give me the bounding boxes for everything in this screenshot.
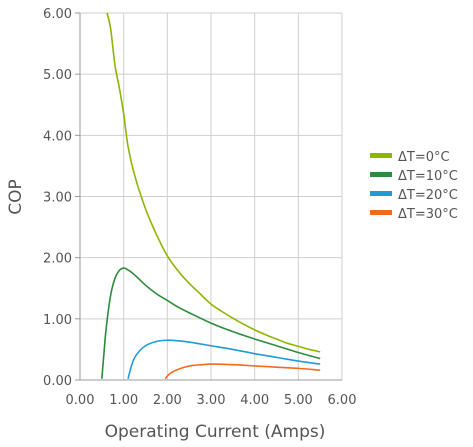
y-tick-label: 0.00 xyxy=(43,374,72,389)
series-line-3 xyxy=(164,363,321,380)
series-line-1 xyxy=(101,267,321,379)
series-line-0 xyxy=(106,12,321,353)
x-axis-title: Operating Current (Amps) xyxy=(105,422,326,442)
y-tick-label: 5.00 xyxy=(43,68,72,83)
grid xyxy=(75,12,343,381)
legend-label-0: ΔT=0°C xyxy=(398,150,450,165)
tick-labels: 0.00 1.00 2.00 3.00 4.00 5.00 6.00 0.00 1.00 2.00… xyxy=(43,7,356,408)
legend-label-2: ΔT=20°C xyxy=(398,188,458,203)
x-tick-label: 0.00 xyxy=(66,393,95,408)
y-tick-label: 3.00 xyxy=(43,191,72,206)
y-tick-label: 6.00 xyxy=(43,7,72,22)
x-tick-label: 1.00 xyxy=(109,393,138,408)
legend: ΔT=0°C ΔT=10°C ΔT=20°C ΔT=30°C xyxy=(370,150,458,222)
series-line-2 xyxy=(127,339,321,379)
legend-label-1: ΔT=10°C xyxy=(398,169,458,184)
x-tick-label: 3.00 xyxy=(197,393,226,408)
legend-swatch-0 xyxy=(370,153,392,158)
x-tick-label: 4.00 xyxy=(240,393,269,408)
x-tick-label: 6.00 xyxy=(328,393,357,408)
legend-label-3: ΔT=30°C xyxy=(398,207,458,222)
y-axis-title: COP xyxy=(6,179,26,215)
x-tick-label: 2.00 xyxy=(153,393,182,408)
y-tick-label: 2.00 xyxy=(43,252,72,267)
legend-swatch-3 xyxy=(370,210,392,215)
legend-swatch-2 xyxy=(370,191,392,196)
y-tick-label: 4.00 xyxy=(43,129,72,144)
series-lines xyxy=(101,12,321,380)
legend-swatch-1 xyxy=(370,172,392,177)
y-tick-label: 1.00 xyxy=(43,313,72,328)
x-tick-label: 5.00 xyxy=(284,393,313,408)
